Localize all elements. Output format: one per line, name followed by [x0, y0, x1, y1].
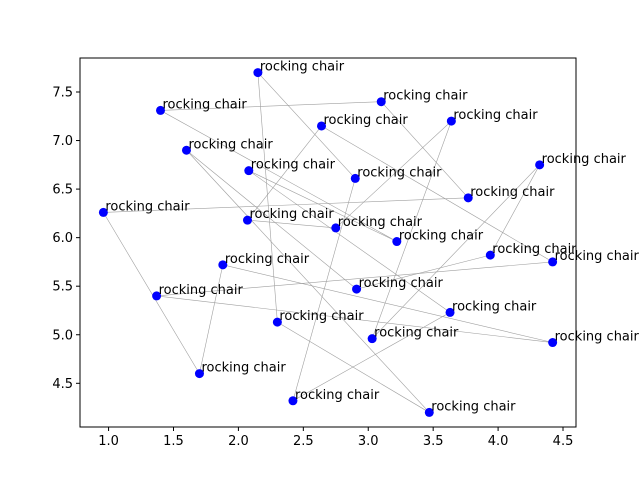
- y-tick-label: 5.5: [52, 280, 73, 295]
- connection-line: [257, 72, 356, 179]
- data-point: [331, 223, 341, 233]
- point-label: rocking chair: [542, 152, 627, 167]
- data-point: [98, 207, 108, 217]
- connection-line: [156, 261, 553, 297]
- connection-line: [160, 110, 397, 242]
- point-label: rocking chair: [188, 137, 273, 152]
- connection-line: [248, 170, 451, 313]
- connection-line: [186, 150, 430, 413]
- data-point: [350, 173, 360, 183]
- x-tick-label: 2.5: [293, 434, 314, 449]
- data-point: [352, 284, 362, 294]
- connection-line: [222, 264, 553, 343]
- connection-line: [186, 150, 357, 290]
- y-tick-label: 4.5: [52, 377, 73, 392]
- point-label: rocking chair: [163, 97, 248, 112]
- point-label: rocking chair: [324, 113, 409, 128]
- point-label: rocking chair: [201, 361, 286, 376]
- data-point: [424, 407, 434, 417]
- x-tick-label: 3.5: [423, 434, 444, 449]
- data-point: [156, 105, 166, 115]
- point-label: rocking chair: [249, 207, 334, 222]
- point-label: rocking chair: [431, 399, 516, 414]
- point-label: rocking chair: [279, 309, 364, 324]
- connection-line: [257, 72, 278, 323]
- point-label: rocking chair: [555, 330, 640, 345]
- x-axis-ticks: 1.0 1.5 2.0 2.5 3.0 3.5 4.0 4.5: [98, 427, 573, 449]
- x-tick-label: 3.0: [358, 434, 379, 449]
- y-tick-label: 6.5: [52, 183, 73, 198]
- data-point: [548, 338, 558, 348]
- connection-line: [199, 264, 224, 374]
- point-label: rocking chair: [251, 158, 336, 173]
- connection-line: [371, 121, 452, 339]
- connection-line: [371, 164, 540, 339]
- data-point: [485, 250, 495, 260]
- data-point: [218, 260, 228, 270]
- connection-line: [160, 101, 382, 111]
- data-point: [445, 307, 455, 317]
- x-tick-label: 1.5: [163, 434, 184, 449]
- y-tick-label: 5.0: [52, 328, 73, 343]
- connection-line: [156, 295, 553, 343]
- data-point: [317, 121, 327, 131]
- connection-line: [247, 125, 322, 221]
- connection-line: [356, 254, 491, 290]
- point-label: rocking chair: [357, 165, 442, 180]
- data-point: [181, 145, 191, 155]
- point-label: rocking chair: [452, 299, 537, 314]
- point-label: rocking chair: [105, 199, 190, 214]
- point-label: rocking chair: [338, 215, 423, 230]
- data-point: [463, 193, 473, 203]
- data-point: [272, 317, 282, 327]
- point-label: rocking chair: [383, 89, 468, 104]
- point-label: rocking chair: [492, 242, 577, 257]
- point-label: rocking chair: [399, 229, 484, 244]
- point-label: rocking chair: [295, 388, 380, 403]
- connection-line: [103, 197, 469, 213]
- data-point: [152, 291, 162, 301]
- point-label: rocking chair: [359, 276, 444, 291]
- connection-line: [321, 125, 553, 263]
- data-point: [446, 116, 456, 126]
- y-tick-label: 7.5: [52, 85, 73, 100]
- plot-frame: [79, 57, 577, 428]
- point-label: rocking chair: [555, 249, 640, 264]
- x-tick-label: 4.5: [553, 434, 574, 449]
- data-point: [253, 68, 263, 78]
- x-tick-label: 2.0: [228, 434, 249, 449]
- data-point: [288, 396, 298, 406]
- connection-line: [277, 321, 430, 413]
- data-point: [376, 97, 386, 107]
- connection-line: [248, 170, 397, 242]
- data-point: [244, 166, 254, 176]
- connection-lines: [103, 72, 553, 413]
- data-point: [548, 257, 558, 267]
- data-point: [242, 215, 252, 225]
- data-points: [98, 68, 558, 417]
- connection-line: [490, 164, 540, 256]
- connection-line: [292, 178, 356, 401]
- point-label: rocking chair: [470, 185, 555, 200]
- point-label: rocking chair: [225, 252, 310, 267]
- connection-line: [381, 101, 469, 199]
- data-point: [194, 369, 204, 379]
- y-axis-ticks: 4.5 5.0 5.5 6.0 6.5 7.0 7.5: [52, 85, 80, 392]
- connection-line: [247, 219, 336, 229]
- point-label: rocking chair: [453, 108, 538, 123]
- point-label: rocking chair: [159, 283, 244, 298]
- x-tick-label: 4.0: [488, 434, 509, 449]
- point-label: rocking chair: [260, 60, 345, 75]
- x-tick-label: 1.0: [98, 434, 119, 449]
- y-tick-label: 7.0: [52, 134, 73, 149]
- data-point: [535, 160, 545, 170]
- y-tick-label: 6.0: [52, 231, 73, 246]
- connection-line: [103, 212, 200, 374]
- connection-line: [335, 120, 452, 229]
- data-point: [392, 237, 402, 247]
- point-label: rocking chair: [374, 326, 459, 341]
- data-point: [367, 334, 377, 344]
